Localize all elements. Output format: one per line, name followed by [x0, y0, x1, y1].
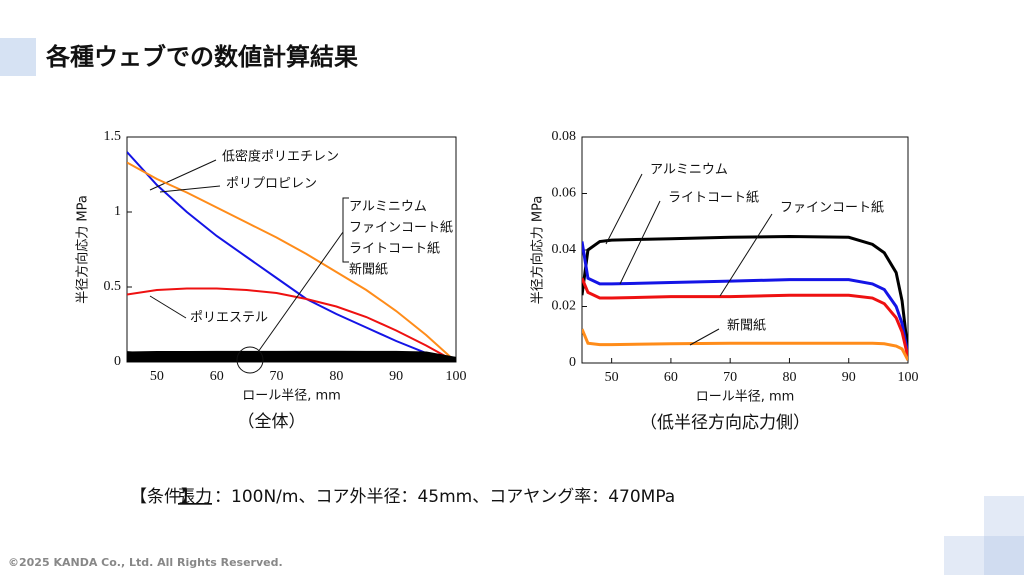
y-tick-label: 0: [569, 355, 576, 370]
series-line: [582, 234, 908, 352]
leader-line: [149, 295, 187, 319]
x-axis-label: ロール半径, mm: [696, 390, 795, 405]
y-tick-label: 1: [114, 204, 121, 219]
y-tick-label: 1.5: [104, 129, 122, 144]
x-tick-label: 50: [150, 369, 164, 384]
x-tick-label: 60: [664, 370, 678, 385]
y-tick-label: 0: [114, 354, 121, 369]
conditions-key: 張力: [178, 487, 212, 507]
series-label: ライトコート紙: [349, 242, 440, 257]
x-tick-label: 100: [898, 370, 919, 385]
y-tick-label: 0.5: [104, 279, 122, 294]
x-tick-label: 70: [723, 370, 737, 385]
x-tick-label: 60: [210, 369, 224, 384]
series-line: [127, 151, 456, 362]
leader-line: [159, 185, 221, 193]
chart-caption: （全体）: [238, 412, 306, 432]
leader-line: [149, 159, 217, 191]
leader-line: [719, 213, 773, 297]
y-tick-label: 0.08: [552, 129, 577, 144]
deco: [984, 496, 1024, 536]
title-deco: [0, 38, 36, 76]
series-label: ポリエステル: [190, 311, 268, 326]
x-tick-label: 80: [782, 370, 796, 385]
leader-line: [689, 328, 720, 346]
series-line: [127, 355, 456, 362]
series-label: アルミニウム: [349, 200, 427, 215]
x-tick-label: 50: [605, 370, 619, 385]
x-tick-label: 70: [270, 369, 284, 384]
deco: [944, 536, 984, 575]
y-tick-label: 0.02: [552, 299, 577, 314]
deco: [984, 536, 1024, 575]
leader-line: [605, 173, 643, 245]
chart-caption: （低半径方向応力側）: [640, 413, 810, 433]
y-axis-label: 半径方向応力 MPa: [530, 196, 546, 305]
series-label: ポリプロピレン: [226, 177, 317, 192]
leader-line: [619, 200, 661, 285]
series-label: ライトコート紙: [668, 191, 759, 206]
y-tick-label: 0.06: [552, 186, 577, 201]
conditions-label: 【条件】: [130, 487, 198, 507]
series-line: [582, 241, 908, 355]
series-label: ファインコート紙: [780, 201, 884, 216]
x-tick-label: 80: [329, 369, 343, 384]
leader-line: [257, 231, 344, 353]
x-axis-label: ロール半径, mm: [242, 389, 341, 404]
series-label: アルミニウム: [650, 163, 728, 178]
group-circle: [236, 346, 264, 374]
group-bracket: [342, 197, 349, 263]
series-line: [582, 328, 908, 361]
series-line: [127, 287, 456, 362]
x-tick-label: 90: [389, 369, 403, 384]
copyright: ©2025 KANDA Co., Ltd. All Rights Reserve…: [8, 556, 283, 569]
x-tick-label: 100: [446, 369, 467, 384]
slide-title: 各種ウェブでの数値計算結果: [45, 43, 358, 71]
x-tick-label: 90: [842, 370, 856, 385]
y-tick-label: 0.04: [552, 242, 577, 257]
series-line: [582, 277, 908, 358]
series-label: ファインコート紙: [349, 221, 453, 236]
series-label: 新聞紙: [727, 318, 766, 334]
series-line: [127, 161, 456, 362]
series-label: 低密度ポリエチレン: [222, 149, 339, 165]
conditions-text: ：100N/m、コア外半径：45mm、コアヤング率：470MPa: [214, 487, 675, 507]
series-label: 新聞紙: [349, 262, 388, 278]
y-axis-label: 半径方向応力 MPa: [75, 195, 91, 304]
